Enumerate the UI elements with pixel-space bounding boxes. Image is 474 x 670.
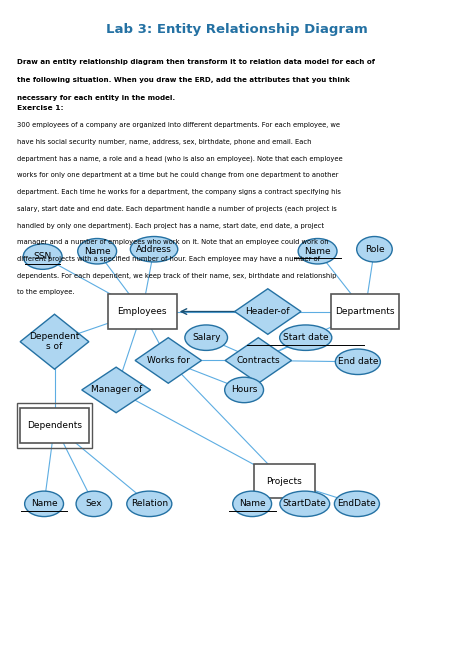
Bar xyxy=(20,408,89,443)
Text: Name: Name xyxy=(239,499,265,509)
Text: the following situation. When you draw the ERD, add the attributes that you thin: the following situation. When you draw t… xyxy=(17,77,349,83)
Bar xyxy=(17,403,92,448)
Ellipse shape xyxy=(76,491,112,517)
Text: End date: End date xyxy=(337,357,378,366)
Text: department has a name, a role and a head (who is also an employee). Note that ea: department has a name, a role and a head… xyxy=(17,155,342,162)
Text: Dependent
s of: Dependent s of xyxy=(29,332,80,351)
Bar xyxy=(254,464,315,498)
Text: different projects with a specified number of hour. Each employee may have a num: different projects with a specified numb… xyxy=(17,256,319,262)
Text: Header-of: Header-of xyxy=(246,307,290,316)
Text: Dependents: Dependents xyxy=(27,421,82,430)
Ellipse shape xyxy=(298,239,337,264)
Ellipse shape xyxy=(280,491,329,517)
Polygon shape xyxy=(235,289,301,334)
Polygon shape xyxy=(225,338,292,383)
Ellipse shape xyxy=(233,491,272,517)
Text: 300 employees of a company are organized into different departments. For each em: 300 employees of a company are organized… xyxy=(17,122,339,128)
Text: Address: Address xyxy=(136,245,172,254)
Polygon shape xyxy=(135,338,201,383)
Text: Salary: Salary xyxy=(192,333,220,342)
Text: Role: Role xyxy=(365,245,384,254)
Text: StartDate: StartDate xyxy=(283,499,327,509)
Text: Projects: Projects xyxy=(266,476,302,486)
Text: Departments: Departments xyxy=(335,307,395,316)
Ellipse shape xyxy=(335,491,379,517)
Text: Lab 3: Entity Relationship Diagram: Lab 3: Entity Relationship Diagram xyxy=(106,23,368,36)
Text: department. Each time he works for a department, the company signs a contract sp: department. Each time he works for a dep… xyxy=(17,189,340,195)
Text: Sex: Sex xyxy=(85,499,102,509)
Text: works for only one department at a time but he could change from one department : works for only one department at a time … xyxy=(17,172,338,178)
Ellipse shape xyxy=(127,491,172,517)
Text: Employees: Employees xyxy=(118,307,167,316)
Polygon shape xyxy=(20,314,89,369)
Text: Start date: Start date xyxy=(283,333,328,342)
Text: Manager of: Manager of xyxy=(91,385,142,395)
Ellipse shape xyxy=(130,237,178,262)
Text: Exercise 1:: Exercise 1: xyxy=(17,105,63,111)
Ellipse shape xyxy=(225,377,264,403)
Text: EndDate: EndDate xyxy=(337,499,376,509)
Ellipse shape xyxy=(280,325,332,350)
Text: necessary for each entity in the model.: necessary for each entity in the model. xyxy=(17,95,175,101)
Text: Name: Name xyxy=(31,499,57,509)
Text: Name: Name xyxy=(304,247,331,256)
Ellipse shape xyxy=(23,244,62,269)
Text: to the employee.: to the employee. xyxy=(17,289,74,295)
Text: handled by only one department). Each project has a name, start date, end date, : handled by only one department). Each pr… xyxy=(17,222,324,229)
Text: Draw an entity relationship diagram then transform it to relation data model for: Draw an entity relationship diagram then… xyxy=(17,59,374,65)
Bar xyxy=(331,294,399,329)
Ellipse shape xyxy=(25,491,64,517)
Text: Name: Name xyxy=(84,247,110,256)
Text: salary, start date and end date. Each department handle a number of projects (ea: salary, start date and end date. Each de… xyxy=(17,206,337,212)
Bar xyxy=(108,294,176,329)
Text: have his social security number, name, address, sex, birthdate, phone and email.: have his social security number, name, a… xyxy=(17,139,311,145)
Text: Contracts: Contracts xyxy=(237,356,280,365)
Ellipse shape xyxy=(336,349,380,375)
Ellipse shape xyxy=(185,325,228,350)
Ellipse shape xyxy=(78,239,117,264)
Text: Relation: Relation xyxy=(131,499,168,509)
Text: Hours: Hours xyxy=(231,385,257,395)
Ellipse shape xyxy=(357,237,392,262)
Text: dependents. For each dependent, we keep track of their name, sex, birthdate and : dependents. For each dependent, we keep … xyxy=(17,273,336,279)
Text: SSN: SSN xyxy=(34,252,52,261)
Polygon shape xyxy=(82,367,151,413)
Text: Works for: Works for xyxy=(147,356,190,365)
Text: manager and a number of employees who work on it. Note that an employee could wo: manager and a number of employees who wo… xyxy=(17,239,328,245)
